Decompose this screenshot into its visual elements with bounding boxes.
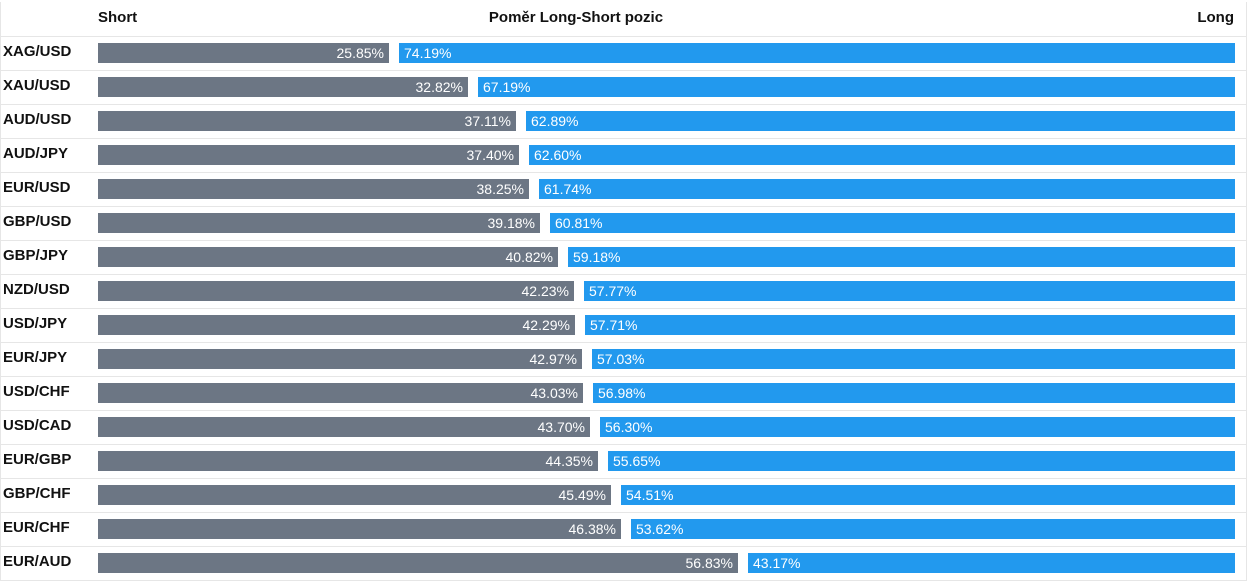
long-bar: 43.17% — [748, 553, 1235, 573]
currency-pair-label: USD/CHF — [3, 383, 70, 400]
short-bar: 40.82% — [98, 247, 558, 267]
long-bar: 55.65% — [608, 451, 1235, 471]
row-separator — [0, 308, 1247, 309]
chart-title: Poměr Long-Short pozic — [488, 9, 664, 26]
table-border — [1246, 2, 1247, 580]
currency-pair-label: EUR/CHF — [3, 519, 70, 536]
row-separator — [0, 342, 1247, 343]
row-separator — [0, 172, 1247, 173]
long-column-header: Long — [1197, 9, 1234, 26]
short-bar: 42.97% — [98, 349, 582, 369]
row-separator — [0, 478, 1247, 479]
short-bar: 46.38% — [98, 519, 621, 539]
short-bar: 43.70% — [98, 417, 590, 437]
currency-pair-label: XAG/USD — [3, 43, 72, 60]
short-bar: 44.35% — [98, 451, 598, 471]
row-separator — [0, 580, 1247, 581]
long-bar: 54.51% — [621, 485, 1235, 505]
currency-pair-label: EUR/AUD — [3, 553, 72, 570]
long-bar: 62.60% — [529, 145, 1235, 165]
short-bar: 25.85% — [98, 43, 389, 63]
long-bar: 56.30% — [600, 417, 1235, 437]
currency-pair-label: AUD/USD — [3, 111, 72, 128]
short-bar: 37.11% — [98, 111, 516, 131]
row-separator — [0, 206, 1247, 207]
long-bar: 53.62% — [631, 519, 1235, 539]
currency-pair-label: USD/CAD — [3, 417, 72, 434]
long-bar: 59.18% — [568, 247, 1235, 267]
currency-pair-label: GBP/CHF — [3, 485, 71, 502]
row-separator — [0, 104, 1247, 105]
short-bar: 39.18% — [98, 213, 540, 233]
short-bar: 38.25% — [98, 179, 529, 199]
row-separator — [0, 512, 1247, 513]
long-bar: 60.81% — [550, 213, 1235, 233]
currency-pair-label: USD/JPY — [3, 315, 68, 332]
short-bar: 43.03% — [98, 383, 583, 403]
long-bar: 67.19% — [478, 77, 1235, 97]
table-border — [0, 2, 1, 580]
row-separator — [0, 138, 1247, 139]
long-bar: 56.98% — [593, 383, 1235, 403]
short-bar: 42.23% — [98, 281, 574, 301]
row-separator — [0, 546, 1247, 547]
currency-pair-label: EUR/GBP — [3, 451, 72, 468]
short-bar: 32.82% — [98, 77, 468, 97]
short-bar: 37.40% — [98, 145, 519, 165]
currency-pair-label: XAU/USD — [3, 77, 71, 94]
short-bar: 45.49% — [98, 485, 611, 505]
row-separator — [0, 240, 1247, 241]
long-bar: 57.03% — [592, 349, 1235, 369]
short-bar: 56.83% — [98, 553, 738, 573]
row-separator — [0, 376, 1247, 377]
row-separator — [0, 70, 1247, 71]
currency-pair-label: GBP/USD — [3, 213, 72, 230]
row-separator — [0, 36, 1247, 37]
long-bar: 57.77% — [584, 281, 1235, 301]
short-bar: 42.29% — [98, 315, 575, 335]
currency-pair-label: AUD/JPY — [3, 145, 69, 162]
currency-pair-label: GBP/JPY — [3, 247, 69, 264]
long-bar: 61.74% — [539, 179, 1235, 199]
currency-pair-label: EUR/USD — [3, 179, 71, 196]
currency-pair-label: EUR/JPY — [3, 349, 68, 366]
row-separator — [0, 444, 1247, 445]
row-separator — [0, 410, 1247, 411]
long-bar: 57.71% — [585, 315, 1235, 335]
row-separator — [0, 274, 1247, 275]
long-bar: 62.89% — [526, 111, 1235, 131]
currency-pair-label: NZD/USD — [3, 281, 70, 298]
short-column-header: Short — [98, 9, 138, 26]
long-bar: 74.19% — [399, 43, 1235, 63]
